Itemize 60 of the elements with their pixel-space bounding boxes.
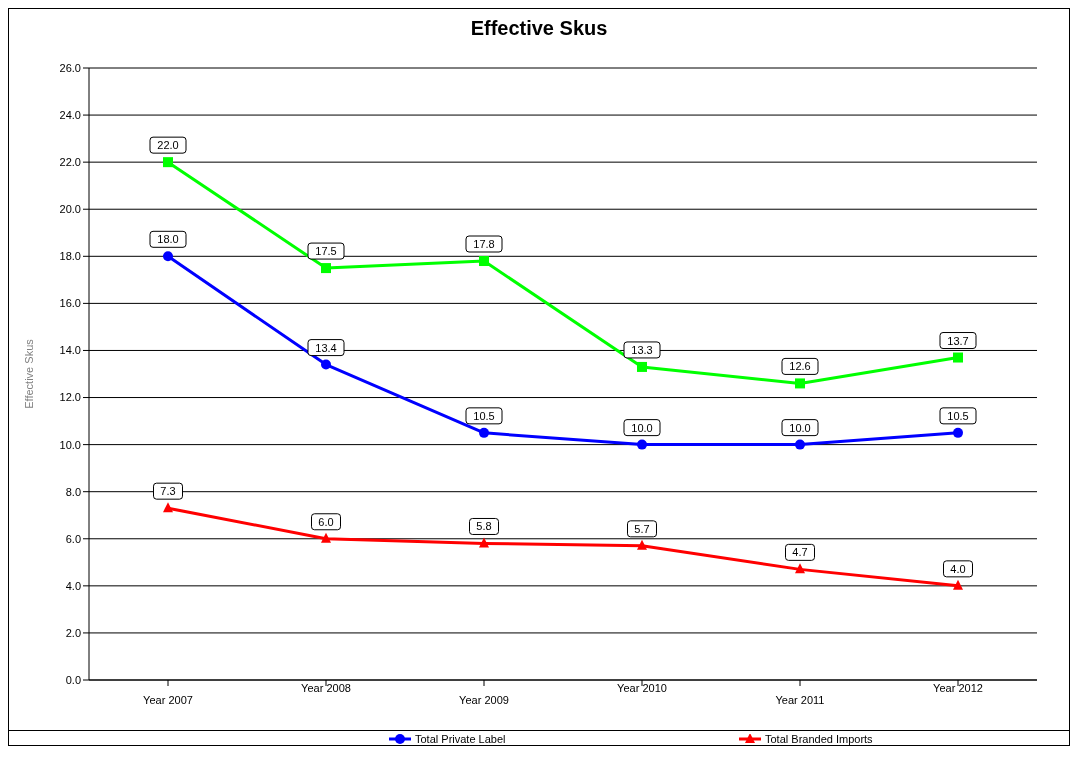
x-tick-label: Year 2009 [459, 694, 509, 706]
y-tick-label: 10.0 [59, 438, 81, 451]
x-tick-label: Year 2012 [933, 682, 983, 694]
data-label: 6.0 [318, 515, 334, 528]
point [795, 439, 805, 450]
legend-label: Total Branded Imports [765, 733, 873, 745]
y-tick-label: 16.0 [59, 297, 81, 310]
point [637, 361, 647, 372]
y-tick-label: 20.0 [59, 203, 81, 216]
data-label: 13.7 [947, 334, 969, 347]
data-label: 7.3 [160, 485, 176, 498]
point [953, 352, 963, 363]
y-tick-label: 22.0 [59, 156, 81, 169]
data-label: 13.3 [631, 343, 653, 356]
x-tick-label: Year 2011 [775, 694, 825, 706]
point [163, 502, 173, 513]
data-label: 4.7 [792, 546, 808, 559]
point [321, 263, 331, 274]
y-tick-label: 24.0 [59, 108, 81, 121]
point [637, 439, 647, 450]
y-tick-label: 6.0 [65, 532, 81, 545]
y-tick-label: 12.0 [59, 391, 81, 404]
y-tick-label: 8.0 [65, 485, 81, 498]
data-label: 10.0 [789, 421, 811, 434]
legend-label: Total Private Label [415, 733, 506, 745]
y-tick-label: 4.0 [65, 579, 81, 592]
point [321, 359, 331, 370]
x-tick-label: Year 2008 [301, 682, 351, 694]
point [953, 579, 963, 590]
point [163, 157, 173, 168]
data-label: 4.0 [950, 562, 966, 575]
data-label: 10.5 [473, 409, 495, 422]
point [637, 539, 647, 550]
point [953, 427, 963, 438]
point [795, 378, 805, 389]
y-tick-label: 14.0 [59, 344, 81, 357]
data-label: 13.4 [315, 341, 337, 354]
chart-title: Effective Skus [469, 17, 609, 40]
data-label: 18.0 [157, 233, 179, 246]
x-tick-label: Year 2007 [143, 694, 193, 706]
data-label: 5.7 [634, 522, 650, 535]
data-label: 5.8 [476, 520, 492, 533]
x-tick-label: Year 2010 [617, 682, 667, 694]
point [795, 563, 805, 574]
y-axis-title: Effective Skus [22, 338, 35, 409]
data-label: 17.5 [315, 245, 337, 258]
point [479, 427, 489, 438]
point [479, 537, 489, 548]
y-tick-label: 2.0 [65, 626, 81, 639]
y-tick-label: 26.0 [59, 61, 81, 74]
y-tick-label: 0.0 [65, 673, 81, 686]
point [479, 256, 489, 267]
data-label: 10.5 [947, 409, 969, 422]
data-label: 10.0 [631, 421, 653, 434]
y-tick-label: 18.0 [59, 250, 81, 263]
point [163, 251, 173, 262]
data-label: 12.6 [789, 360, 811, 373]
data-label: 17.8 [473, 238, 495, 251]
point [321, 532, 331, 543]
data-label: 22.0 [157, 139, 179, 152]
